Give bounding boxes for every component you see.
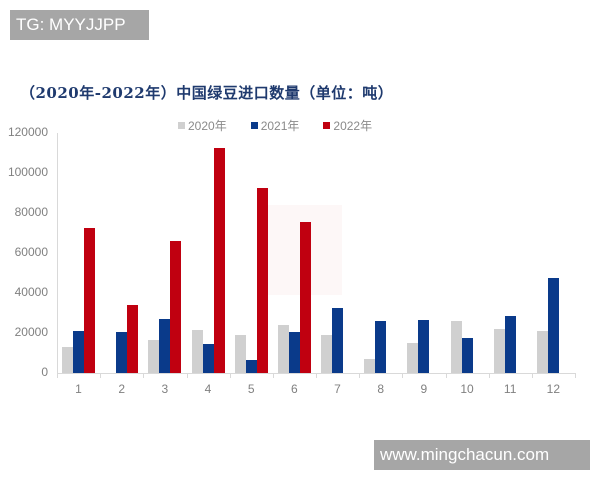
x-tick bbox=[402, 373, 404, 378]
bar-2020-month-12 bbox=[536, 331, 548, 373]
bar-2021-month-12 bbox=[547, 278, 559, 373]
x-tick bbox=[229, 373, 231, 378]
bar-2020-month-10 bbox=[450, 321, 462, 373]
bar-2020-month-3 bbox=[148, 340, 160, 373]
bar-2020-month-7 bbox=[321, 335, 333, 373]
bar-2021-month-1 bbox=[73, 331, 85, 373]
legend-label: 2020年 bbox=[188, 119, 227, 133]
bar-2021-month-4 bbox=[202, 344, 214, 373]
x-tick bbox=[445, 373, 447, 378]
x-tick-label: 10 bbox=[460, 382, 474, 396]
y-tick-label: 40000 bbox=[14, 285, 48, 299]
legend-label: 2022年 bbox=[333, 119, 373, 133]
x-tick-label: 1 bbox=[75, 382, 82, 396]
x-tick bbox=[100, 373, 102, 378]
bar-2021-month-11 bbox=[504, 316, 516, 373]
bar-2022-month-6 bbox=[299, 222, 311, 373]
legend-item-2020: 2020年 bbox=[178, 117, 227, 134]
legend-swatch bbox=[323, 122, 331, 129]
legend: 2020年 2021年 2022年 bbox=[178, 117, 372, 134]
x-tick bbox=[488, 373, 490, 378]
bar-2022-month-5 bbox=[256, 188, 268, 373]
y-axis bbox=[57, 133, 58, 373]
watermark-top-left: TG: MYYJJPP bbox=[10, 10, 149, 40]
legend-label: 2021年 bbox=[260, 119, 300, 133]
y-tick-label: 120000 bbox=[7, 125, 48, 139]
bar-2020-month-11 bbox=[493, 329, 505, 373]
bar-2021-month-6 bbox=[288, 332, 300, 373]
x-tick-label: 12 bbox=[546, 382, 560, 396]
x-tick-label: 2 bbox=[118, 382, 125, 396]
y-tick-label: 80000 bbox=[14, 205, 48, 219]
x-tick bbox=[57, 373, 58, 378]
x-tick-label: 4 bbox=[204, 382, 212, 396]
bar-2020-month-6 bbox=[277, 325, 289, 373]
y-tick-label: 60000 bbox=[14, 245, 48, 259]
y-tick-label: 0 bbox=[41, 365, 48, 379]
bar-2021-month-5 bbox=[245, 360, 257, 373]
bar-2020-month-8 bbox=[364, 359, 376, 373]
bar-2021-month-10 bbox=[461, 338, 473, 373]
x-tick-label: 7 bbox=[334, 382, 341, 396]
bar-2022-month-1 bbox=[84, 228, 96, 373]
x-tick-label: 6 bbox=[290, 382, 298, 396]
bar-2021-month-3 bbox=[159, 319, 171, 373]
bar-2021-month-2 bbox=[116, 332, 128, 373]
bar-2020-month-9 bbox=[407, 343, 419, 373]
x-tick bbox=[531, 373, 533, 378]
x-tick bbox=[316, 373, 317, 378]
legend-swatch bbox=[250, 122, 258, 129]
legend-item-2022: 2022年 bbox=[323, 117, 372, 134]
watermark-bottom-right: www.mingchacun.com bbox=[374, 440, 590, 470]
y-tick-label: 100000 bbox=[7, 165, 48, 179]
x-tick bbox=[186, 373, 188, 378]
legend-item-2021: 2021年 bbox=[250, 117, 300, 134]
legend-swatch bbox=[178, 122, 185, 129]
bar-2020-month-4 bbox=[191, 330, 203, 373]
x-tick bbox=[143, 373, 145, 378]
x-tick bbox=[575, 373, 576, 378]
bar-2022-month-2 bbox=[127, 305, 139, 373]
bar-2020-month-5 bbox=[234, 335, 246, 373]
x-tick-label: 9 bbox=[420, 382, 428, 396]
chart-title: （2020年-2022年）中国绿豆进口数量（单位：吨） bbox=[20, 84, 394, 102]
bar-2021-month-7 bbox=[332, 308, 344, 373]
x-tick bbox=[359, 373, 361, 378]
bar-2021-month-9 bbox=[418, 320, 430, 373]
x-tick-label: 11 bbox=[503, 382, 517, 396]
x-tick-label: 8 bbox=[377, 382, 384, 396]
bar-2022-month-4 bbox=[213, 148, 225, 373]
x-tick bbox=[272, 373, 274, 378]
y-tick-label: 20000 bbox=[14, 325, 48, 339]
x-tick-label: 5 bbox=[247, 382, 255, 396]
bar-2021-month-8 bbox=[375, 321, 387, 373]
x-tick-label: 3 bbox=[161, 382, 169, 396]
bar-2022-month-3 bbox=[170, 241, 182, 373]
bar-2020-month-1 bbox=[62, 347, 74, 373]
